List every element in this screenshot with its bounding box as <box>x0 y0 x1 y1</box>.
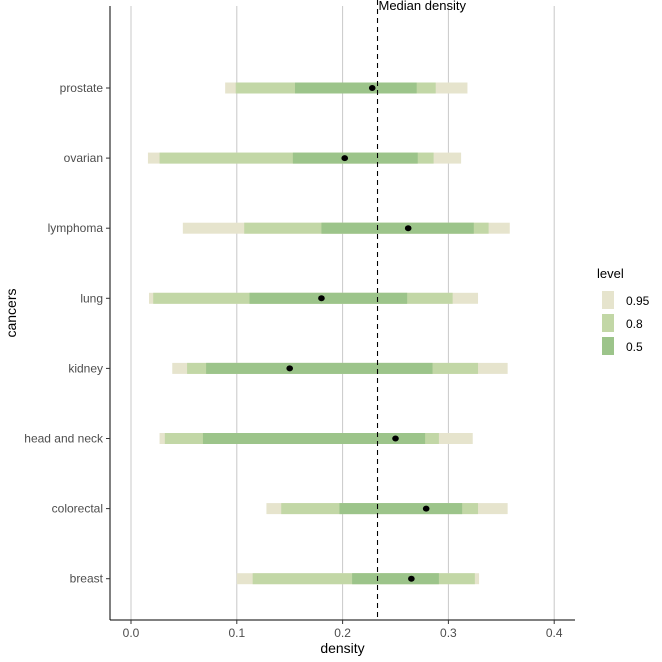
reference-line-layer: Median density <box>376 0 467 620</box>
x-tick-label: 0.0 <box>123 626 140 640</box>
median-point <box>392 435 399 442</box>
legend-swatch-0-5 <box>602 337 614 355</box>
median-point <box>404 225 412 232</box>
x-tick-label: 0.2 <box>334 626 351 640</box>
median-density-label: Median density <box>379 0 467 13</box>
legend-swatch-0-95 <box>602 291 614 309</box>
x-tick-label: 0.3 <box>440 626 457 640</box>
interval-row-prostate <box>225 82 468 94</box>
median-point <box>368 85 376 91</box>
y-tick-label: kidney <box>68 361 103 375</box>
x-tick-label: 0.4 <box>546 626 563 640</box>
interval-50-bar <box>292 152 418 164</box>
median-point <box>408 575 415 582</box>
interval-50-bar <box>202 433 426 444</box>
legend-label: 0.8 <box>626 317 643 331</box>
legend-swatch-0-8 <box>602 314 614 332</box>
median-point <box>341 155 349 162</box>
interval-50-bar <box>339 503 463 515</box>
median-point <box>286 365 294 372</box>
ticks-layer: 0.0 0.1 0.2 0.3 0.4 prostate ovarian lymphoma lu… <box>24 81 563 640</box>
y-tick-label: lung <box>80 291 103 305</box>
interval-50-bar <box>321 222 474 234</box>
interval-50-bar <box>206 362 433 374</box>
interval-row-breast <box>236 573 480 585</box>
y-tick-label: head and neck <box>24 432 104 446</box>
legend: level 0.95 0.8 0.5 <box>597 266 650 355</box>
interval-row-colorectal <box>266 503 508 515</box>
x-axis-title: density <box>320 640 364 656</box>
interval-row-kidney <box>172 362 508 374</box>
interval-50-bar <box>249 292 408 304</box>
grid-layer <box>130 6 555 620</box>
interval-row-lung <box>148 292 479 304</box>
interval-50-bar <box>294 82 417 94</box>
legend-title: level <box>597 266 624 281</box>
y-tick-label: breast <box>70 572 104 586</box>
interval-50-bar <box>352 573 439 585</box>
y-tick-label: ovarian <box>64 151 103 165</box>
legend-label: 0.5 <box>626 340 643 354</box>
legend-label: 0.95 <box>626 294 650 308</box>
y-tick-label: colorectal <box>52 502 103 516</box>
interval-bars-layer <box>147 82 510 585</box>
interval-row-ovarian <box>147 152 462 164</box>
x-tick-label: 0.1 <box>228 626 245 640</box>
median-point <box>422 505 430 512</box>
y-tick-label: lymphoma <box>48 221 104 235</box>
interval-row-head-and-neck <box>159 433 473 444</box>
y-tick-label: prostate <box>60 81 104 95</box>
interval-row-lymphoma <box>182 222 510 234</box>
median-point <box>318 295 325 302</box>
y-axis-title: cancers <box>3 288 19 337</box>
